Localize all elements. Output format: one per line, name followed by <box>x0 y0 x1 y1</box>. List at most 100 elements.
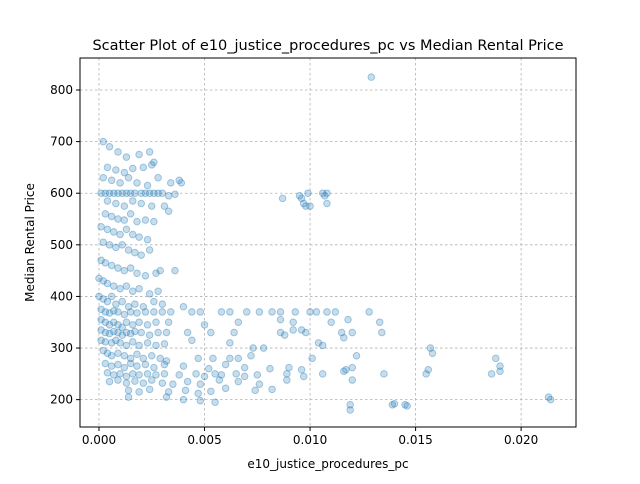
data-point <box>253 371 262 379</box>
data-point <box>122 282 131 290</box>
data-point <box>152 269 160 277</box>
data-point <box>234 318 243 326</box>
data-point <box>154 328 162 337</box>
data-point <box>118 331 126 339</box>
data-point <box>162 328 171 337</box>
data-point <box>97 326 105 334</box>
data-point <box>251 386 259 395</box>
data-point <box>129 197 137 205</box>
data-point <box>268 385 276 394</box>
data-point <box>129 370 137 378</box>
data-point <box>240 372 249 381</box>
data-point <box>99 173 107 182</box>
data-point <box>141 216 150 224</box>
data-point <box>129 321 137 329</box>
y-tick-label: 200 <box>50 393 73 407</box>
data-point <box>280 331 289 339</box>
data-point <box>124 173 133 182</box>
data-point <box>101 308 110 316</box>
data-point <box>297 326 306 334</box>
data-point <box>103 349 112 357</box>
data-point <box>150 217 158 226</box>
data-point <box>308 354 316 363</box>
data-point <box>234 377 243 386</box>
data-point <box>145 385 154 394</box>
data-point <box>306 202 314 210</box>
data-point <box>145 331 154 339</box>
data-point <box>175 176 183 185</box>
data-point <box>226 354 234 363</box>
data-point <box>348 363 357 372</box>
chart-title: Scatter Plot of e10_justice_procedures_p… <box>92 38 563 54</box>
data-point <box>148 376 156 384</box>
data-point <box>122 318 131 326</box>
data-point <box>164 207 173 216</box>
data-point <box>217 308 226 316</box>
data-point <box>179 362 188 370</box>
data-point <box>99 277 107 285</box>
data-point <box>116 339 124 347</box>
data-point <box>99 295 107 303</box>
data-point <box>297 365 306 374</box>
data-point <box>107 212 116 221</box>
data-point <box>194 389 202 398</box>
data-point <box>160 370 169 378</box>
data-point <box>114 349 122 357</box>
data-point <box>135 233 143 241</box>
data-point <box>247 352 255 360</box>
data-point <box>150 308 158 316</box>
data-point <box>126 210 135 218</box>
data-point <box>346 406 354 414</box>
data-point <box>171 266 179 275</box>
data-point <box>122 225 131 234</box>
data-point <box>137 199 145 208</box>
data-point <box>105 143 114 151</box>
data-point <box>141 189 150 197</box>
data-point <box>158 308 167 316</box>
data-point <box>139 163 148 172</box>
data-point <box>154 173 162 182</box>
data-point <box>196 380 205 388</box>
data-point <box>114 376 122 384</box>
data-point <box>378 328 386 337</box>
data-point <box>118 241 126 249</box>
data-point <box>101 338 110 346</box>
y-tick-label: 600 <box>50 186 73 200</box>
data-point <box>105 377 114 386</box>
data-point <box>131 377 139 385</box>
data-point <box>162 393 171 401</box>
data-point <box>380 370 388 378</box>
data-point <box>188 336 196 345</box>
data-point <box>143 181 152 190</box>
data-point <box>143 235 152 244</box>
data-point <box>143 370 152 378</box>
data-point <box>131 248 139 257</box>
data-point <box>99 137 107 146</box>
data-point <box>221 360 230 369</box>
data-point <box>122 153 131 161</box>
data-point <box>120 363 129 372</box>
data-point <box>114 189 122 197</box>
data-point <box>133 217 141 226</box>
data-point <box>120 168 129 177</box>
data-point <box>240 363 249 372</box>
data-point <box>215 376 224 384</box>
data-point <box>139 354 148 363</box>
data-point <box>285 363 293 372</box>
data-point <box>105 321 114 329</box>
data-point <box>126 354 135 363</box>
data-point <box>120 202 129 210</box>
data-point <box>200 321 209 329</box>
data-point <box>318 341 327 350</box>
data-point <box>112 300 120 308</box>
x-tick-label: 0.015 <box>398 433 432 447</box>
data-point <box>107 352 116 360</box>
data-point <box>129 287 137 296</box>
data-point <box>164 388 173 396</box>
data-point <box>424 365 433 374</box>
data-point <box>266 364 274 373</box>
data-point <box>426 344 435 352</box>
grid-lines <box>80 58 576 427</box>
data-point <box>297 194 306 203</box>
data-point <box>342 365 350 374</box>
